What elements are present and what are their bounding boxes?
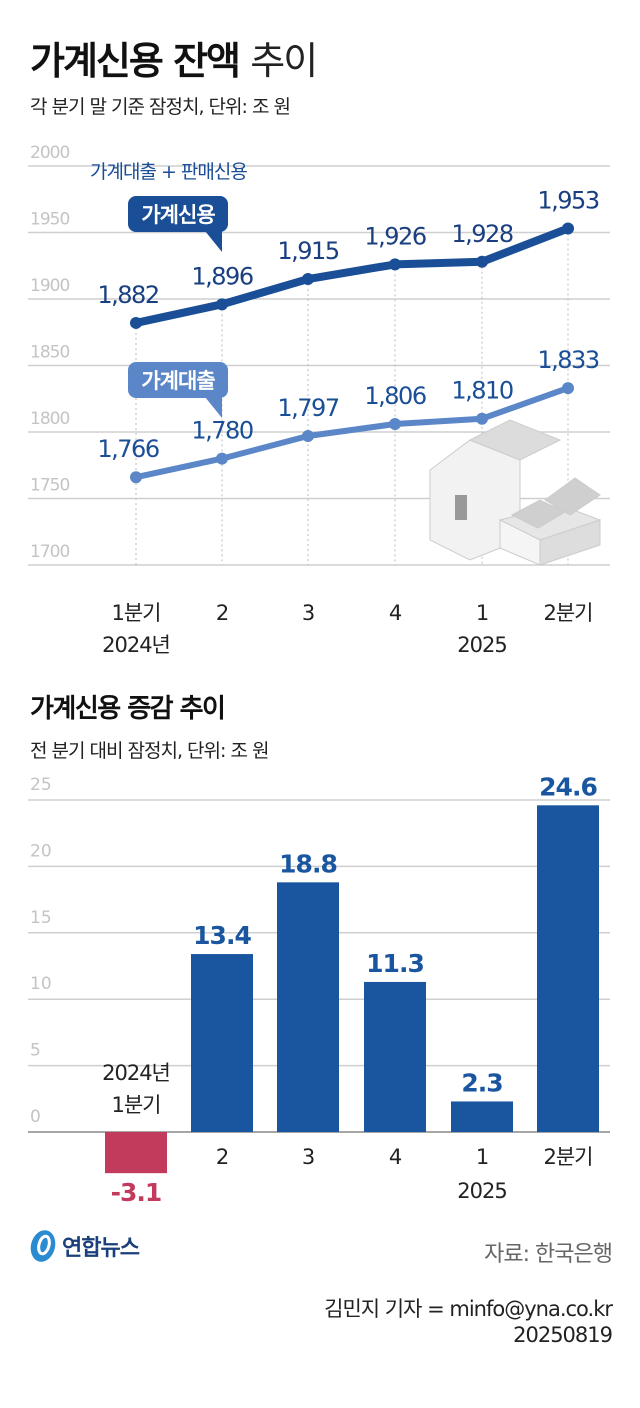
- series-label: 가계대출: [141, 369, 215, 393]
- yonhap-logo: 연합뉴스: [28, 1228, 140, 1264]
- house-door: [455, 495, 467, 520]
- data-label: 1,833: [537, 346, 598, 374]
- data-point: [389, 418, 401, 431]
- line-chart-subtitle: 각 분기 말 기준 잠정치, 단위: 조 원: [30, 96, 291, 118]
- bar: [537, 805, 599, 1132]
- bar-value-label: 18.8: [279, 849, 337, 878]
- x-tick-label: 4: [389, 601, 402, 625]
- bar: [364, 981, 426, 1132]
- bar-chart-title: 가계신용 증감 추이: [30, 694, 226, 724]
- y-tick-label: 25: [30, 775, 52, 795]
- source: 자료: 한국은행: [484, 1242, 613, 1267]
- data-point: [562, 222, 574, 235]
- bar: [451, 1101, 513, 1132]
- data-point: [302, 273, 314, 286]
- house-illustration: [539, 519, 601, 566]
- data-label: 1,928: [451, 220, 512, 248]
- x-tick-label: 2: [216, 601, 228, 625]
- x-year-label: 2025: [457, 633, 506, 657]
- data-point: [476, 255, 488, 268]
- x-tick-label: 4: [389, 1145, 402, 1169]
- x-tick-label: 1: [476, 601, 488, 625]
- x-tick-label: 3: [302, 1145, 314, 1169]
- x-tick-label: 1분기: [111, 1093, 160, 1117]
- data-label: 1,806: [364, 382, 425, 410]
- data-label: 1,797: [277, 394, 338, 422]
- y-tick-label: 1850: [30, 343, 69, 363]
- x-year-label: 2024년: [102, 1061, 170, 1085]
- bar: [105, 1132, 167, 1174]
- bar-value-label: 13.4: [193, 921, 251, 950]
- title-light: 추이: [250, 39, 318, 83]
- chart-title: 가계신용 잔액 추이: [30, 30, 318, 85]
- bar-chart-subtitle: 전 분기 대비 잠정치, 단위: 조 원: [30, 740, 269, 762]
- bar: [191, 954, 253, 1132]
- title-bold: 가계신용 잔액: [30, 39, 241, 83]
- x-tick-label: 3: [302, 601, 314, 625]
- data-point: [130, 471, 142, 484]
- x-tick-label: 2: [216, 1145, 228, 1169]
- y-tick-label: 1900: [30, 276, 69, 296]
- x-tick-label: 1분기: [111, 601, 160, 625]
- house-illustration: [510, 499, 567, 529]
- data-label: 1,882: [97, 281, 158, 309]
- logo-icon: [30, 1230, 56, 1262]
- bar: [277, 882, 339, 1132]
- y-tick-label: 20: [30, 841, 52, 861]
- data-label: 1,915: [277, 237, 338, 265]
- series-line-loan: [135, 385, 570, 481]
- bar-value-label: 24.6: [539, 772, 597, 801]
- bar-value-label: 11.3: [366, 949, 424, 978]
- data-point: [389, 258, 401, 271]
- series-line-credit: [135, 224, 570, 327]
- date: 20250819: [513, 1323, 613, 1347]
- x-year-label: 2025: [457, 1179, 506, 1203]
- data-point: [476, 412, 488, 425]
- y-tick-label: 0: [30, 1107, 41, 1127]
- x-tick-label: 2분기: [543, 1145, 592, 1169]
- data-label: 1,896: [191, 262, 252, 290]
- data-point: [216, 452, 228, 465]
- data-label: 1,926: [364, 222, 425, 250]
- bar-value-label: -3.1: [111, 1178, 162, 1207]
- series-label: 가계신용: [141, 203, 215, 227]
- series-annotation: 가계대출 + 판매신용: [90, 161, 247, 183]
- data-label: 1,766: [97, 435, 158, 463]
- y-tick-label: 15: [30, 908, 52, 928]
- data-point: [216, 298, 228, 311]
- data-point: [302, 429, 314, 442]
- data-label: 1,780: [191, 417, 252, 445]
- y-tick-label: 1950: [30, 210, 69, 230]
- x-tick-label: 1: [476, 1145, 488, 1169]
- x-tick-label: 2분기: [543, 601, 592, 625]
- y-tick-label: 1700: [30, 542, 69, 562]
- data-label: 1,953: [537, 187, 598, 215]
- bar-value-label: 2.3: [461, 1068, 502, 1097]
- reporter: 김민지 기자 = minfo@yna.co.kr: [324, 1297, 613, 1321]
- series-label-pointer: [205, 397, 222, 418]
- y-tick-label: 5: [30, 1041, 41, 1061]
- y-tick-label: 2000: [30, 143, 69, 163]
- logo-text: 연합뉴스: [62, 1236, 140, 1261]
- data-point: [130, 316, 142, 329]
- y-tick-label: 1800: [30, 409, 69, 429]
- y-tick-label: 1750: [30, 476, 69, 496]
- data-point: [562, 382, 574, 395]
- y-tick-label: 10: [30, 974, 52, 994]
- x-year-label: 2024년: [102, 633, 170, 657]
- series-label-box: [128, 362, 228, 398]
- data-label: 1,810: [451, 377, 512, 405]
- series-label-box: [128, 196, 228, 232]
- series-label-pointer: [205, 231, 222, 252]
- house-illustration: [468, 419, 562, 461]
- byline: 김민지 기자 = minfo@yna.co.kr 20250819: [324, 1296, 613, 1348]
